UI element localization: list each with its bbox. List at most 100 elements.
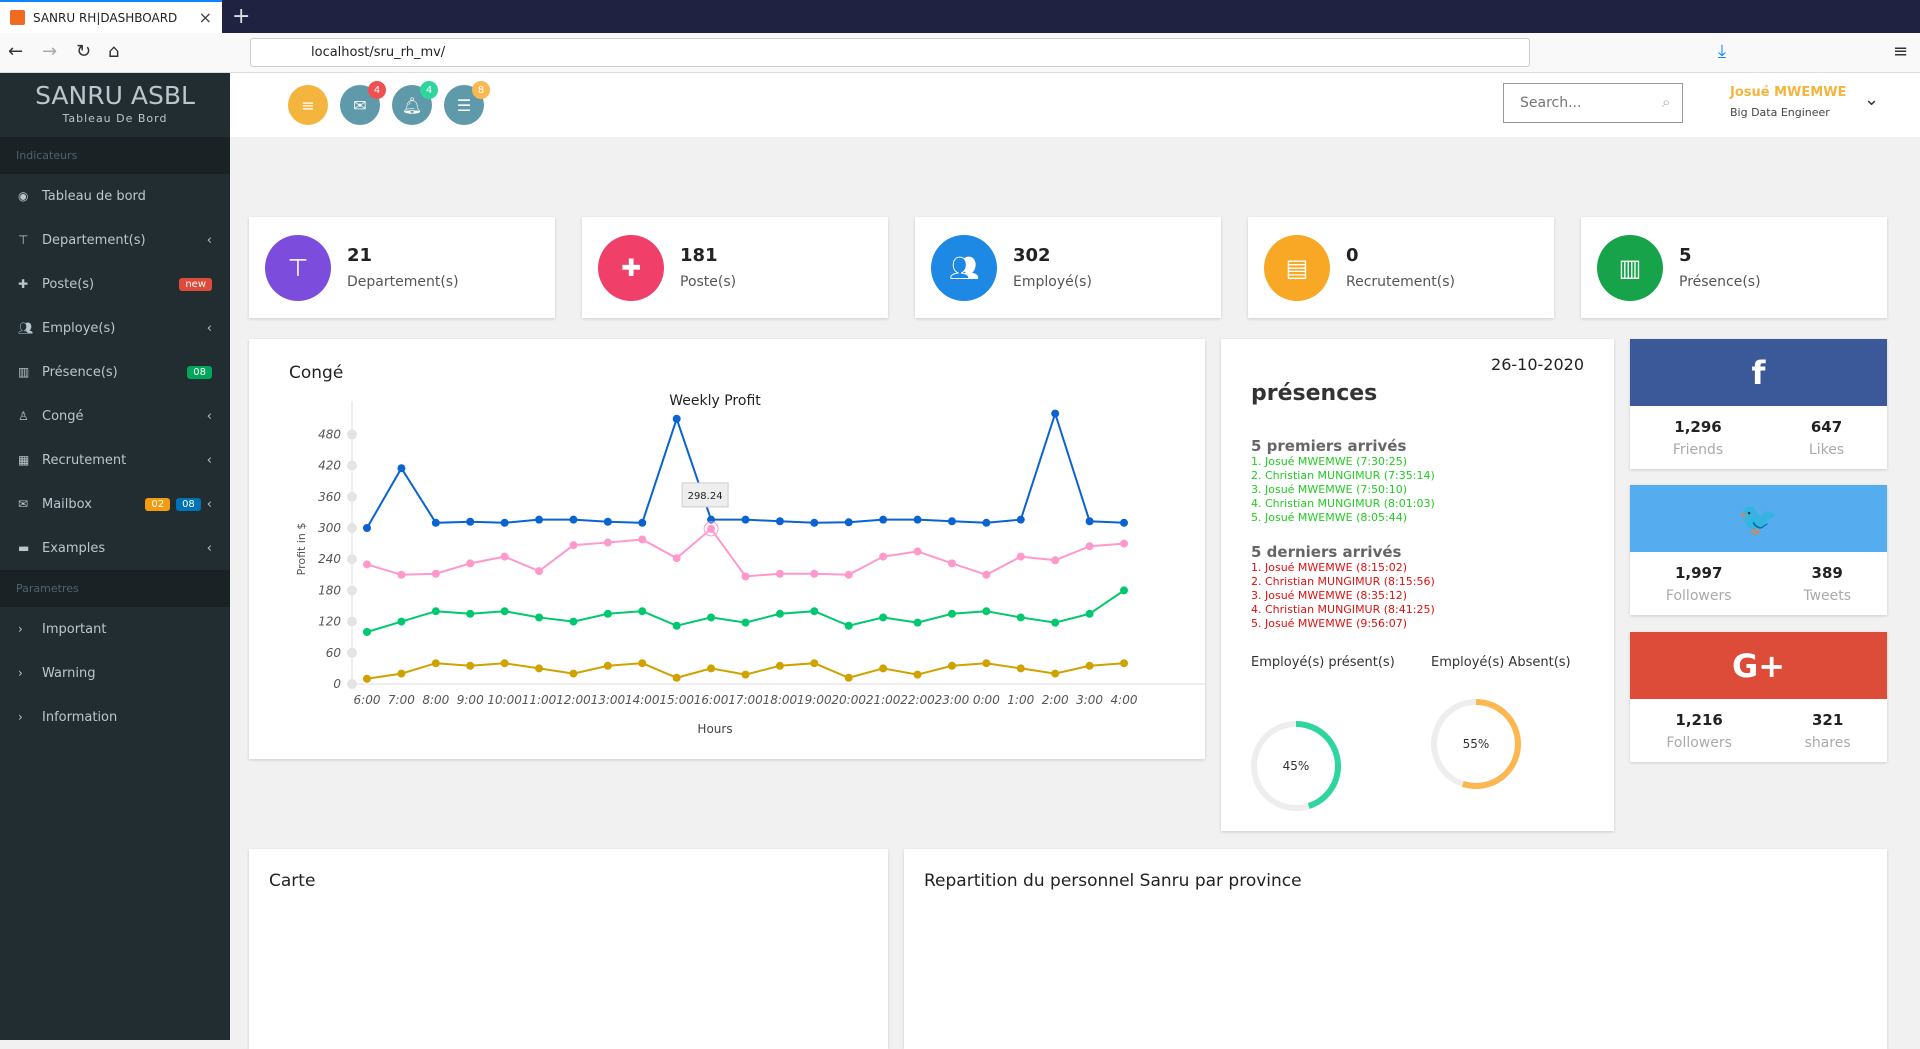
new-tab-button[interactable]: + <box>232 4 251 29</box>
data-point[interactable] <box>603 538 612 547</box>
data-point[interactable] <box>982 659 991 668</box>
search-icon[interactable]: ⌕ <box>1662 93 1671 111</box>
data-point[interactable] <box>1085 517 1094 526</box>
data-point[interactable] <box>879 552 888 561</box>
data-point[interactable] <box>569 541 578 550</box>
sidebar-item-examples[interactable]: ▬ Examples ‹ <box>0 526 230 570</box>
stat-card[interactable]: 👥︎ 302 Employé(s) <box>915 217 1221 318</box>
data-point[interactable] <box>603 517 612 526</box>
data-point[interactable] <box>363 560 371 569</box>
data-point[interactable] <box>947 517 956 526</box>
data-point[interactable] <box>535 613 544 622</box>
data-point[interactable] <box>844 570 853 579</box>
data-point[interactable] <box>466 517 475 526</box>
data-point[interactable] <box>603 609 612 618</box>
data-point[interactable] <box>810 659 819 668</box>
data-point[interactable] <box>638 659 647 668</box>
stat-card[interactable]: ⊤ 21 Departement(s) <box>249 217 555 318</box>
data-point[interactable] <box>569 515 578 524</box>
data-point[interactable] <box>569 617 578 626</box>
data-point[interactable] <box>1120 586 1128 595</box>
social-card[interactable]: G+ 1,216 Followers 321 shares <box>1630 632 1887 762</box>
data-point[interactable] <box>810 518 819 527</box>
data-point[interactable] <box>1085 609 1094 618</box>
sidebar-param-warning[interactable]: › Warning <box>0 651 230 695</box>
data-point[interactable] <box>672 554 681 563</box>
forward-icon[interactable]: → <box>42 41 58 62</box>
data-point[interactable] <box>741 670 750 679</box>
data-point[interactable] <box>1016 552 1025 561</box>
data-point[interactable] <box>707 515 716 524</box>
data-point[interactable] <box>913 618 922 627</box>
data-point[interactable] <box>1051 618 1060 627</box>
data-point[interactable] <box>775 609 784 618</box>
data-point[interactable] <box>535 515 544 524</box>
data-point[interactable] <box>844 621 853 630</box>
data-point[interactable] <box>741 572 750 581</box>
data-point[interactable] <box>775 569 784 578</box>
data-point[interactable] <box>1016 515 1025 524</box>
data-point[interactable] <box>431 569 440 578</box>
stat-card[interactable]: ▥ 5 Présence(s) <box>1581 217 1887 318</box>
data-point[interactable] <box>431 659 440 668</box>
data-point[interactable] <box>1120 518 1128 527</box>
data-point[interactable] <box>500 518 509 527</box>
close-tab-icon[interactable]: × <box>198 8 212 27</box>
data-point[interactable] <box>397 464 406 473</box>
download-icon[interactable]: ⤓ <box>1718 41 1726 62</box>
user-profile[interactable]: Josué MWEMWE Big Data Engineer <box>1730 85 1846 119</box>
data-point[interactable] <box>1120 539 1128 548</box>
tasks-button[interactable]: ☰ 8 <box>444 81 490 125</box>
data-point[interactable] <box>810 569 819 578</box>
data-point[interactable] <box>844 518 853 527</box>
data-point[interactable] <box>363 674 371 683</box>
data-point[interactable] <box>1085 542 1094 551</box>
data-point[interactable] <box>500 552 509 561</box>
stat-card[interactable]: ▤ 0 Recrutement(s) <box>1248 217 1554 318</box>
data-point[interactable] <box>879 515 888 524</box>
social-card[interactable]: f 1,296 Friends 647 Likes <box>1630 339 1887 469</box>
sidebar-item-departements[interactable]: ⊤ Departement(s) ‹ <box>0 218 230 262</box>
data-point[interactable] <box>431 518 440 527</box>
data-point[interactable] <box>466 661 475 670</box>
url-bar[interactable]: localhost/sru_rh_mv/ <box>250 38 1530 67</box>
sidebar-item-employes[interactable]: 👥︎ Employe(s) ‹ <box>0 306 230 350</box>
data-point[interactable] <box>913 547 922 556</box>
data-point[interactable] <box>707 664 716 673</box>
sidebar-item-congé[interactable]: ♙ Congé ‹ <box>0 394 230 438</box>
social-card[interactable]: 🐦 1,997 Followers 389 Tweets <box>1630 485 1887 615</box>
stat-card[interactable]: ✚ 181 Poste(s) <box>582 217 888 318</box>
data-point[interactable] <box>672 621 681 630</box>
data-point[interactable] <box>741 515 750 524</box>
data-point[interactable] <box>707 613 716 622</box>
data-point[interactable] <box>1016 613 1025 622</box>
data-point[interactable] <box>638 535 647 544</box>
data-point[interactable] <box>535 567 544 576</box>
data-point[interactable] <box>741 618 750 627</box>
data-point[interactable] <box>982 607 991 616</box>
data-point[interactable] <box>879 664 888 673</box>
sidebar-item-tableaudebord[interactable]: ◉ Tableau de bord <box>0 174 230 218</box>
data-point[interactable] <box>569 669 578 678</box>
data-point[interactable] <box>1120 659 1128 668</box>
home-icon[interactable]: ⌂ <box>108 41 120 62</box>
data-point[interactable] <box>535 664 544 673</box>
data-point[interactable] <box>431 607 440 616</box>
data-point[interactable] <box>1051 556 1060 565</box>
data-point[interactable] <box>947 559 956 568</box>
data-point[interactable] <box>672 414 681 423</box>
chevron-down-icon[interactable]: ⌄ <box>1864 89 1880 110</box>
browser-tab[interactable]: SANRU RH|DASHBOARD × <box>0 0 222 33</box>
sidebar-param-important[interactable]: › Important <box>0 607 230 651</box>
mail-button[interactable]: ✉ 4 <box>340 81 386 125</box>
back-icon[interactable]: ← <box>8 41 24 62</box>
data-point[interactable] <box>982 518 991 527</box>
data-point[interactable] <box>982 570 991 579</box>
data-point[interactable] <box>1085 661 1094 670</box>
search-input[interactable] <box>1503 83 1683 123</box>
menu-icon[interactable]: ≡ <box>1893 41 1909 62</box>
sidebar-item-postes[interactable]: ✚ Poste(s) new <box>0 262 230 306</box>
sidebar-item-présences[interactable]: ▥ Présence(s) 08 <box>0 350 230 394</box>
data-point[interactable] <box>363 628 371 636</box>
data-point[interactable] <box>913 670 922 679</box>
